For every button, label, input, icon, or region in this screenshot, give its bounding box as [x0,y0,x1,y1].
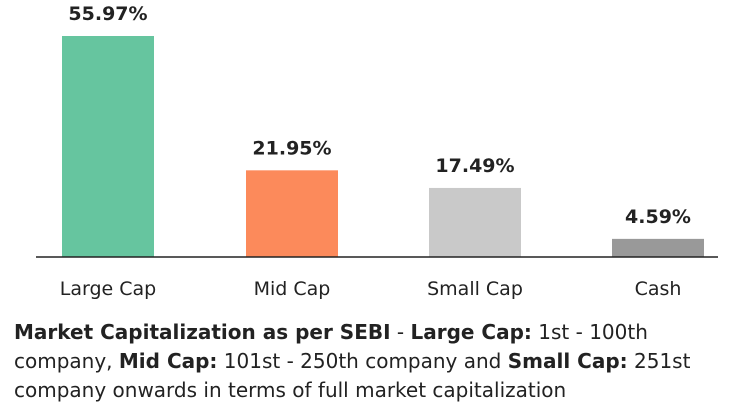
footnote-small-cap-label: Small Cap: [507,349,628,373]
bar-small-cap [429,187,521,257]
bar-mid-cap [246,170,338,257]
value-labels-group: 55.97% 21.95% 17.49% 4.59% [68,3,691,228]
footnote-mid-cap-text: 101st - 250th company and [217,349,508,373]
bar-cash [612,238,704,257]
bar-large-cap [62,36,154,257]
category-label-cash: Cash [635,278,682,300]
footnote-separator: - [390,320,411,344]
value-label-cash: 4.59% [625,206,691,228]
footnote-large-cap-label: Large Cap: [410,320,532,344]
category-labels-group: Large Cap Mid Cap Small Cap Cash [60,278,682,300]
value-label-small-cap: 17.49% [435,155,514,177]
value-label-mid-cap: 21.95% [252,137,331,159]
category-label-small-cap: Small Cap [427,278,523,300]
footnote-small-cap-text: 251st company onwards in terms of full m… [14,349,691,402]
category-label-large-cap: Large Cap [60,278,156,300]
market-cap-bar-chart: 55.97% 21.95% 17.49% 4.59% Large Cap Mid Cap… [36,3,718,300]
market-cap-footnote: Market Capitalization as per SEBI - Larg… [14,318,730,405]
footnote-sebi-heading: Market Capitalization as per SEBI [14,320,391,344]
category-label-mid-cap: Mid Cap [254,278,331,300]
footnote-mid-cap-label: Mid Cap: [118,349,218,373]
bars-group [62,36,704,257]
footnote-large-cap-text: 1st - 100th company, [14,320,648,373]
value-label-large-cap: 55.97% [68,3,147,25]
